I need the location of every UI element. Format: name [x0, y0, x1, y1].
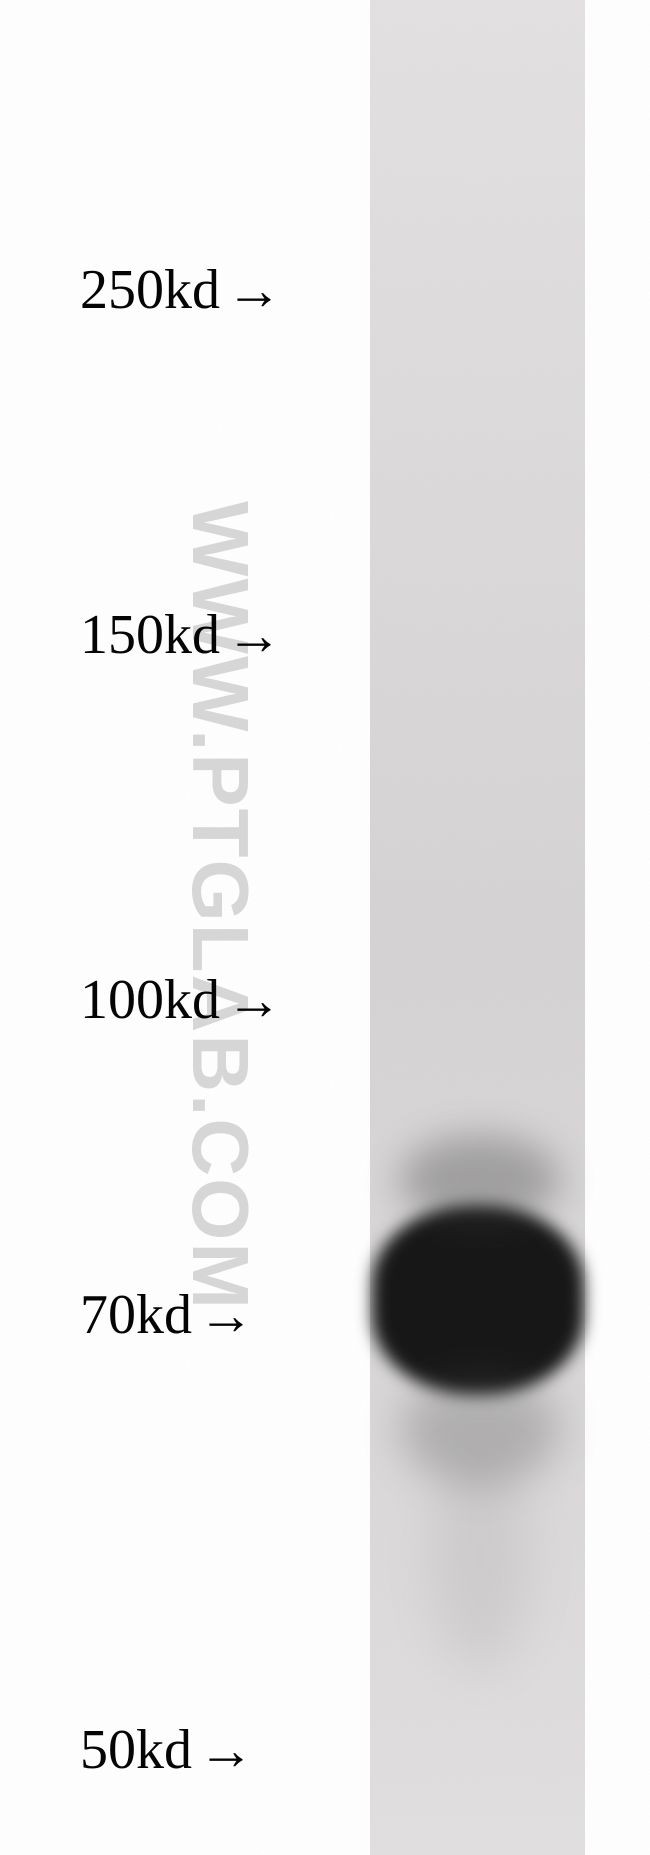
mw-marker-250: 250kd→ [80, 257, 282, 322]
arrow-right-icon: → [226, 967, 282, 1032]
mw-marker-label: 70kd [80, 1283, 192, 1347]
arrow-right-icon: → [226, 257, 282, 322]
mw-marker-label: 250kd [80, 258, 220, 322]
mw-marker-100: 100kd→ [80, 967, 282, 1032]
mw-marker-label: 50kd [80, 1718, 192, 1782]
mw-marker-label: 150kd [80, 603, 220, 667]
mw-marker-70: 70kd→ [80, 1282, 254, 1347]
arrow-right-icon: → [198, 1282, 254, 1347]
mw-marker-label: 100kd [80, 968, 220, 1032]
blot-panel: WWW.PTGLAB.COM 250kd→150kd→100kd→70kd→50… [0, 0, 650, 1855]
mw-marker-50: 50kd→ [80, 1717, 254, 1782]
arrow-right-icon: → [226, 602, 282, 667]
main-band-70kd [372, 1205, 584, 1395]
smear-above [400, 1135, 560, 1225]
faint-trail [430, 1450, 530, 1670]
arrow-right-icon: → [198, 1717, 254, 1782]
mw-marker-150: 150kd→ [80, 602, 282, 667]
